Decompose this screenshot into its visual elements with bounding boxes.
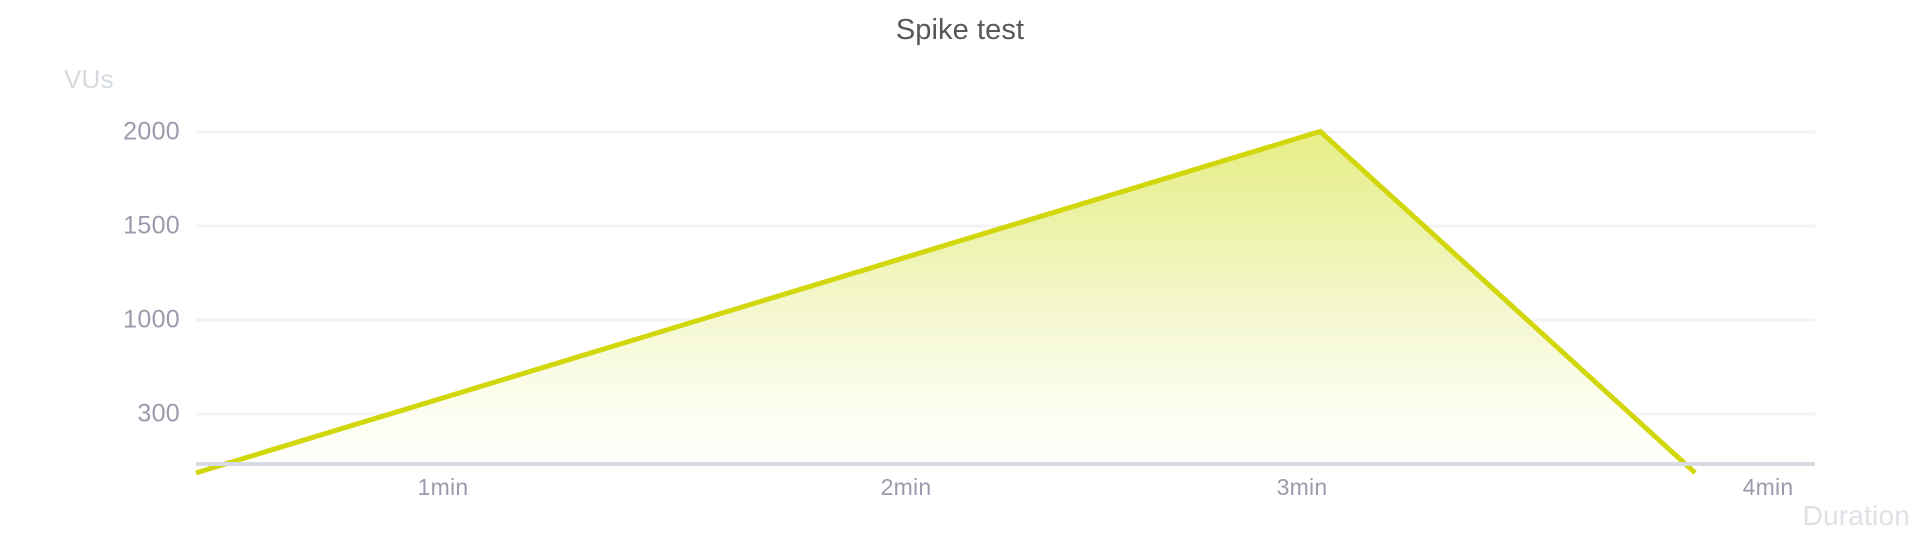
chart-title: Spike test (895, 14, 1025, 46)
y-tick-label: 1000 (123, 305, 180, 334)
y-tick-label: 1500 (123, 211, 180, 240)
x-tick-label: 1min (417, 474, 469, 500)
area-fill (196, 131, 1696, 473)
vus-line (195, 128, 1697, 476)
x-axis-title: Duration (1802, 500, 1910, 531)
y-axis-title: VUs (64, 64, 114, 94)
y-axis-ticks: 2000 1500 1000 300 (0, 0, 180, 540)
x-tick-label: 3min (1276, 474, 1328, 500)
y-tick-label: 300 (137, 399, 180, 428)
x-tick-label: 4min (1742, 474, 1794, 500)
x-tick-label: 2min (880, 474, 932, 500)
y-tick-label: 2000 (123, 117, 180, 146)
